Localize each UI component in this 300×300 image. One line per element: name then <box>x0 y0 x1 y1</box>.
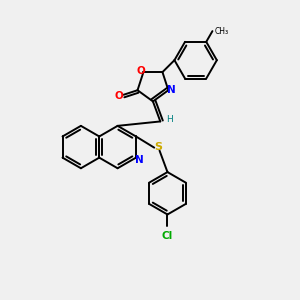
Text: Cl: Cl <box>162 231 173 241</box>
Text: CH₃: CH₃ <box>214 27 229 36</box>
Text: O: O <box>114 92 123 101</box>
Text: S: S <box>154 142 162 152</box>
Text: H: H <box>166 115 173 124</box>
Text: N: N <box>167 85 176 94</box>
Text: N: N <box>135 155 144 165</box>
Text: O: O <box>136 66 145 76</box>
